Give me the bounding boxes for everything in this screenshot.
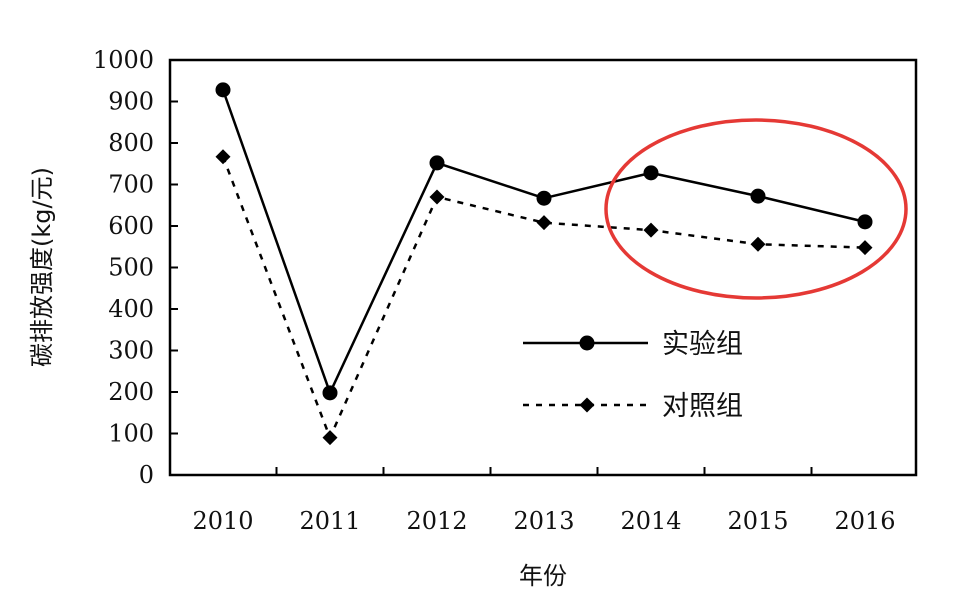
x-tick-label: 2016 — [834, 507, 895, 535]
x-axis-label: 年份 — [519, 562, 567, 590]
series-layer — [215, 82, 873, 446]
series-2-point — [857, 240, 873, 256]
y-tick-label: 400 — [108, 295, 154, 323]
x-tick-label: 2013 — [513, 507, 574, 535]
y-axis-label: 碳排放强度(kg/元) — [28, 167, 56, 367]
y-tick-label: 700 — [108, 171, 154, 199]
legend-marker-2 — [579, 397, 595, 413]
y-tick-label: 300 — [108, 337, 154, 365]
y-tick-label: 500 — [108, 254, 154, 282]
series-1-line — [221, 89, 866, 395]
series-1-point — [429, 155, 445, 171]
x-tick-label: 2015 — [727, 507, 788, 535]
x-tick-label: 2010 — [192, 507, 253, 535]
series-1-point — [750, 188, 766, 204]
x-tick-label: 2012 — [406, 507, 467, 535]
series-2-point — [322, 430, 338, 446]
y-tick-label: 200 — [108, 378, 154, 406]
legend-label-2: 对照组 — [662, 391, 743, 422]
series-2-point — [643, 222, 659, 238]
series-1-point — [215, 82, 231, 98]
y-tick-label: 100 — [108, 420, 154, 448]
series-1-point — [322, 385, 338, 401]
series-2-point — [750, 236, 766, 252]
series-2 — [215, 149, 873, 446]
y-tick-label: 1000 — [93, 46, 154, 74]
series-2-point — [536, 215, 552, 231]
series-1-point — [536, 190, 552, 206]
series-1-point — [857, 214, 873, 230]
x-tick-label: 2011 — [299, 507, 360, 535]
x-axis-ticks: 2010 2011 2012 2013 2014 2015 2016 — [192, 467, 896, 535]
highlight-ellipse — [604, 118, 908, 300]
y-tick-label: 800 — [108, 129, 154, 157]
legend-marker-1 — [579, 335, 595, 351]
series-1 — [215, 82, 873, 401]
plot-frame — [168, 58, 918, 477]
y-tick-label: 0 — [139, 461, 154, 489]
y-tick-label: 900 — [108, 88, 154, 116]
series-2-point — [429, 189, 445, 205]
y-tick-label: 600 — [108, 212, 154, 240]
y-axis-ticks: 0 100 200 300 400 500 600 700 800 900 1000 — [93, 46, 178, 489]
x-tick-label: 2014 — [620, 507, 681, 535]
annotation-layer — [604, 118, 908, 300]
series-2-point — [215, 149, 231, 165]
legend-label-1: 实验组 — [662, 329, 743, 360]
series-1-point — [643, 165, 659, 181]
